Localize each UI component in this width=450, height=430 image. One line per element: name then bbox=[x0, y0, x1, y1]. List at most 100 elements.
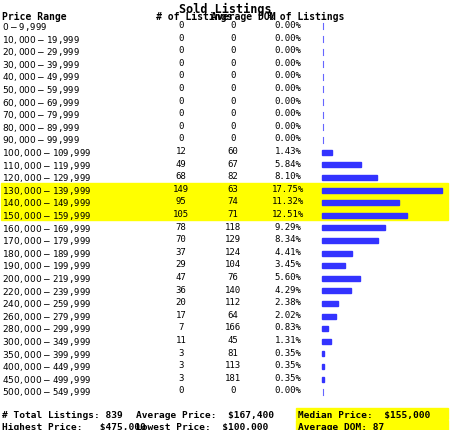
Text: $170,000 - $179,999: $170,000 - $179,999 bbox=[2, 235, 91, 247]
Text: $50,000 - $59,999: $50,000 - $59,999 bbox=[2, 84, 80, 96]
Text: Median Price:  $155,000: Median Price: $155,000 bbox=[298, 410, 430, 419]
Text: # Total Listings: 839: # Total Listings: 839 bbox=[2, 410, 123, 419]
Text: $20,000 - $29,999: $20,000 - $29,999 bbox=[2, 46, 80, 58]
Bar bbox=[322, 213, 406, 218]
Text: 0.00%: 0.00% bbox=[274, 109, 302, 118]
Text: 104: 104 bbox=[225, 260, 241, 269]
Text: 78: 78 bbox=[176, 222, 186, 231]
Bar bbox=[1, 209, 448, 221]
Text: $350,000 - $399,999: $350,000 - $399,999 bbox=[2, 348, 91, 360]
Text: 0: 0 bbox=[178, 109, 184, 118]
Text: 95: 95 bbox=[176, 197, 186, 206]
Text: Average DOM: 87: Average DOM: 87 bbox=[298, 422, 384, 430]
Text: 5.60%: 5.60% bbox=[274, 272, 302, 281]
Bar bbox=[296, 408, 448, 419]
Text: 3: 3 bbox=[178, 348, 184, 357]
Text: $190,000 - $199,999: $190,000 - $199,999 bbox=[2, 260, 91, 272]
Text: 0: 0 bbox=[230, 46, 236, 55]
Bar bbox=[322, 377, 324, 382]
Text: 3.45%: 3.45% bbox=[274, 260, 302, 269]
Text: 0: 0 bbox=[230, 34, 236, 43]
Bar bbox=[322, 314, 336, 319]
Text: 71: 71 bbox=[228, 209, 238, 218]
Text: 129: 129 bbox=[225, 235, 241, 244]
Text: $280,000 - $299,999: $280,000 - $299,999 bbox=[2, 322, 91, 335]
Text: $70,000 - $79,999: $70,000 - $79,999 bbox=[2, 109, 80, 121]
Text: 82: 82 bbox=[228, 172, 238, 181]
Text: $130,000 - $139,999: $130,000 - $139,999 bbox=[2, 184, 91, 197]
Bar bbox=[1, 196, 448, 208]
Text: 68: 68 bbox=[176, 172, 186, 181]
Text: $450,000 - $499,999: $450,000 - $499,999 bbox=[2, 373, 91, 385]
Text: 0: 0 bbox=[178, 96, 184, 105]
Text: $10,000 - $19,999: $10,000 - $19,999 bbox=[2, 34, 80, 46]
Text: 74: 74 bbox=[228, 197, 238, 206]
Text: 0: 0 bbox=[178, 46, 184, 55]
Text: Price Range: Price Range bbox=[2, 12, 67, 22]
Text: 1.31%: 1.31% bbox=[274, 335, 302, 344]
Text: 0.00%: 0.00% bbox=[274, 34, 302, 43]
Text: 0.00%: 0.00% bbox=[274, 134, 302, 143]
Text: 0: 0 bbox=[178, 71, 184, 80]
Text: $240,000 - $259,999: $240,000 - $259,999 bbox=[2, 298, 91, 310]
Text: 47: 47 bbox=[176, 272, 186, 281]
Text: 0.00%: 0.00% bbox=[274, 58, 302, 68]
Text: 60: 60 bbox=[228, 147, 238, 156]
Text: 124: 124 bbox=[225, 247, 241, 256]
Text: 0: 0 bbox=[178, 122, 184, 130]
Text: 113: 113 bbox=[225, 360, 241, 369]
Text: 0.83%: 0.83% bbox=[274, 322, 302, 332]
Text: 0: 0 bbox=[230, 71, 236, 80]
Text: $120,000 - $129,999: $120,000 - $129,999 bbox=[2, 172, 91, 184]
Text: 0: 0 bbox=[230, 58, 236, 68]
Text: % of Listings: % of Listings bbox=[268, 12, 344, 22]
Bar bbox=[322, 150, 332, 155]
Text: Lowest Price:  $100,000: Lowest Price: $100,000 bbox=[136, 422, 268, 430]
Bar bbox=[322, 326, 328, 332]
Text: 37: 37 bbox=[176, 247, 186, 256]
Text: 0: 0 bbox=[230, 134, 236, 143]
Text: $0 - $9,999: $0 - $9,999 bbox=[2, 21, 47, 33]
Bar bbox=[322, 175, 377, 181]
Text: 63: 63 bbox=[228, 184, 238, 194]
Bar bbox=[322, 276, 360, 281]
Text: Average Price:  $167,400: Average Price: $167,400 bbox=[136, 410, 274, 419]
Text: 67: 67 bbox=[228, 159, 238, 168]
Text: 0.00%: 0.00% bbox=[274, 84, 302, 93]
Text: 8.10%: 8.10% bbox=[274, 172, 302, 181]
Text: 0: 0 bbox=[178, 84, 184, 93]
Text: 12: 12 bbox=[176, 147, 186, 156]
Text: 11.32%: 11.32% bbox=[272, 197, 304, 206]
Text: 0: 0 bbox=[178, 34, 184, 43]
Text: 3: 3 bbox=[178, 373, 184, 382]
Text: 7: 7 bbox=[178, 322, 184, 332]
Text: 0: 0 bbox=[230, 96, 236, 105]
Text: $300,000 - $349,999: $300,000 - $349,999 bbox=[2, 335, 91, 347]
Text: 2.02%: 2.02% bbox=[274, 310, 302, 319]
Text: $180,000 - $189,999: $180,000 - $189,999 bbox=[2, 247, 91, 259]
Text: $260,000 - $279,999: $260,000 - $279,999 bbox=[2, 310, 91, 322]
Text: 20: 20 bbox=[176, 298, 186, 307]
Bar bbox=[322, 264, 345, 269]
Text: 0: 0 bbox=[230, 109, 236, 118]
Text: $30,000 - $39,999: $30,000 - $39,999 bbox=[2, 58, 80, 71]
Text: 2.38%: 2.38% bbox=[274, 298, 302, 307]
Text: 0: 0 bbox=[230, 21, 236, 30]
Text: 1.43%: 1.43% bbox=[274, 147, 302, 156]
Bar bbox=[322, 201, 399, 206]
Text: 8.34%: 8.34% bbox=[274, 235, 302, 244]
Text: 149: 149 bbox=[173, 184, 189, 194]
Text: 105: 105 bbox=[173, 209, 189, 218]
Text: 76: 76 bbox=[228, 272, 238, 281]
Bar bbox=[322, 339, 331, 344]
Text: 0.00%: 0.00% bbox=[274, 122, 302, 130]
Bar bbox=[322, 301, 338, 306]
Text: 112: 112 bbox=[225, 298, 241, 307]
Text: $150,000 - $159,999: $150,000 - $159,999 bbox=[2, 209, 91, 221]
Text: 140: 140 bbox=[225, 285, 241, 294]
Text: 0.00%: 0.00% bbox=[274, 21, 302, 30]
Text: 81: 81 bbox=[228, 348, 238, 357]
Text: $110,000 - $119,999: $110,000 - $119,999 bbox=[2, 159, 91, 171]
Bar bbox=[1, 183, 448, 196]
Text: Average DOM: Average DOM bbox=[211, 12, 275, 22]
